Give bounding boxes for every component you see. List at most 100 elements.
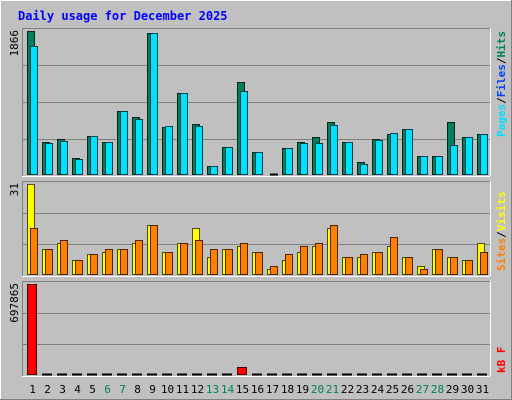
day-label: 29: [446, 383, 459, 396]
sites-bar: [240, 243, 248, 275]
day-label: 26: [401, 383, 414, 396]
pages-bar: [30, 46, 38, 175]
pages-bar: [360, 164, 368, 175]
sites-bar: [30, 228, 38, 275]
pages-bar: [150, 33, 158, 175]
sites-bar: [90, 254, 98, 275]
legend-entry: Sites: [495, 238, 508, 271]
axis-max-label: 1866: [8, 30, 21, 57]
pages-bar: [480, 134, 488, 175]
sites-bar: [75, 260, 83, 275]
legend-entry: Visits: [495, 192, 508, 232]
legend-entry: Files: [495, 64, 508, 97]
day-label: 1: [29, 383, 36, 396]
pages-bar: [315, 143, 323, 175]
pages-bar: [225, 147, 233, 175]
pages-bar: [285, 148, 293, 175]
legend-entry: Pages: [495, 104, 508, 137]
day-label: 9: [149, 383, 156, 396]
pages-bar: [255, 152, 263, 175]
pages-bar: [435, 156, 443, 175]
day-label: 23: [356, 383, 369, 396]
pages-bar: [330, 125, 338, 175]
sites-bar: [375, 252, 383, 275]
pages-bar: [345, 142, 353, 175]
sites-bar: [405, 257, 413, 275]
sites-bar: [330, 225, 338, 275]
sites-bar: [300, 246, 308, 275]
day-label: 10: [161, 383, 174, 396]
day-label: 11: [176, 383, 189, 396]
pages-bar: [240, 91, 248, 175]
sites-bar: [135, 240, 143, 275]
pages-bar: [210, 166, 218, 175]
sites-bar: [420, 269, 428, 275]
pages-bar: [300, 143, 308, 175]
day-label: 21: [326, 383, 339, 396]
day-label: 27: [416, 383, 429, 396]
legend-entry: /: [495, 231, 508, 238]
legend: Pages/Files/Hits: [495, 31, 508, 137]
day-label: 14: [221, 383, 235, 396]
day-label: 20: [311, 383, 324, 396]
sites-bar: [390, 237, 398, 275]
day-label: 30: [461, 383, 474, 396]
pages-bar: [75, 159, 83, 175]
sites-bar: [450, 257, 458, 275]
day-label: 5: [89, 383, 96, 396]
day-label: 6: [104, 383, 111, 396]
legend: kB F: [495, 347, 508, 374]
day-label: 18: [281, 383, 294, 396]
legend-entry: Hits: [495, 31, 508, 58]
day-label: 13: [206, 383, 219, 396]
sites-bar: [210, 249, 218, 275]
day-label: 12: [191, 383, 204, 396]
kbytes-panel: [22, 281, 490, 376]
legend-entry: /: [495, 97, 508, 104]
sites-bar: [360, 254, 368, 275]
sites-bar: [165, 252, 173, 275]
sites-bar: [480, 252, 488, 275]
pages-bar: [405, 129, 413, 175]
sites-bar: [435, 249, 443, 275]
sites-bar: [120, 249, 128, 275]
day-label: 19: [296, 383, 309, 396]
pages-bar: [450, 145, 458, 175]
sites-bar: [60, 240, 68, 275]
chart-title: Daily usage for December 2025: [18, 9, 228, 23]
day-label: 22: [341, 383, 354, 396]
pages-bar: [390, 133, 398, 175]
axis-max-label: 31: [8, 183, 21, 196]
sites-bar: [45, 249, 53, 275]
pages-bar: [180, 93, 188, 175]
sites-bar: [225, 249, 233, 275]
sites-bar: [270, 266, 278, 275]
day-label: 4: [74, 383, 81, 396]
pages-bar: [465, 137, 473, 175]
kbytes-bar: [237, 367, 247, 375]
pages-bar: [90, 136, 98, 175]
axis-max-label: 697865: [8, 283, 21, 323]
sites-bar: [285, 254, 293, 275]
sites-bar: [255, 252, 263, 275]
sites-bar: [315, 243, 323, 275]
legend-entry: kB: [495, 359, 508, 373]
pages-bar: [45, 143, 53, 175]
day-label: 31: [476, 383, 489, 396]
legend-entry: /: [495, 57, 508, 64]
day-label: 3: [59, 383, 66, 396]
day-label: 15: [236, 383, 249, 396]
sites-bar: [105, 249, 113, 275]
sites-bar: [150, 225, 158, 275]
day-label: 8: [134, 383, 141, 396]
pages-bar: [135, 119, 143, 175]
sites-bar: [465, 260, 473, 275]
day-label: 7: [119, 383, 126, 396]
day-label: 25: [386, 383, 399, 396]
legend: Sites/Visits: [495, 192, 508, 272]
day-label: 28: [431, 383, 444, 396]
legend-entry: F: [495, 347, 508, 360]
day-label: 2: [44, 383, 51, 396]
pages-bar: [120, 111, 128, 175]
